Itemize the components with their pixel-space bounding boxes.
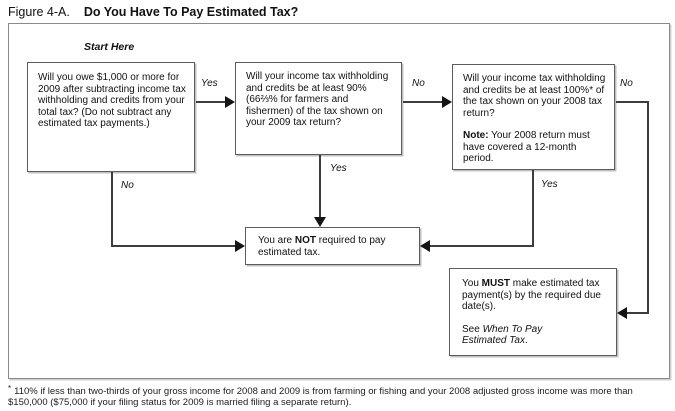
see-pre: See: [462, 323, 483, 335]
question-box-100-percent-note: Note: Your 2008 return must have covered…: [463, 130, 606, 165]
question-box-90-percent-text: Will your income tax withholding and cre…: [246, 71, 389, 128]
connector-box1-no-horizontal: [111, 245, 235, 247]
not-required-emphasis: NOT: [294, 235, 316, 246]
outcome-box-not-required: You are NOT required to pay estimated ta…: [245, 227, 420, 265]
connector-box1-to-box2: [196, 101, 226, 103]
question-box-100-percent: Will your income tax withholding and cre…: [452, 64, 615, 170]
arrowhead-into-mustbox-right: [617, 307, 627, 319]
edge-label-box1-yes: Yes: [201, 78, 218, 89]
figure-number-label: Figure 4-A.: [8, 5, 70, 19]
edge-label-box3-yes: Yes: [541, 179, 558, 190]
see-post: .: [525, 335, 528, 346]
not-required-pre: You are: [258, 235, 295, 246]
footnote-asterisk: *: [8, 384, 12, 393]
connector-box3-yes-horizontal: [430, 245, 534, 247]
outcome-must-pay-text: You MUST make estimated tax payment(s) b…: [462, 278, 608, 313]
connector-box3-no-horizontal-top: [616, 101, 649, 103]
connector-box2-yes-vertical: [319, 155, 321, 218]
must-pay-emphasis: MUST: [481, 278, 510, 289]
question-box-owe-1000: Will you owe $1,000 or more for 2009 aft…: [27, 62, 195, 172]
figure-title-text: Do You Have To Pay Estimated Tax?: [83, 5, 299, 19]
arrowhead-into-box2: [225, 96, 235, 108]
arrowhead-into-notbox-left: [235, 240, 245, 252]
question-box-owe-1000-text: Will you owe $1,000 or more for 2009 aft…: [38, 72, 186, 129]
connector-box3-no-horizontal-bottom: [627, 312, 649, 314]
edge-label-box2-no: No: [412, 78, 425, 89]
note-text: Your 2008 return must have covered a 12-…: [463, 130, 590, 164]
start-here-label: Start Here: [84, 41, 135, 53]
connector-box2-to-box3: [403, 101, 442, 103]
must-pay-pre: You: [462, 278, 482, 289]
connector-box1-no-vertical: [111, 172, 113, 247]
connector-box3-yes-vertical: [532, 170, 534, 247]
footnote-text: 110% if less than two-thirds of your gro…: [8, 386, 633, 408]
edge-label-box1-no: No: [121, 180, 134, 191]
arrowhead-into-box3: [442, 96, 452, 108]
see-reference-title: When To Pay Estimated Tax: [462, 323, 543, 347]
figure-title: Figure 4-A. Do You Have To Pay Estimated …: [8, 5, 298, 19]
arrowhead-into-notbox-right: [420, 240, 430, 252]
arrowhead-into-notbox-top: [314, 217, 326, 227]
not-required-post: required to pay estimated tax.: [258, 235, 386, 258]
outcome-box-must-pay: You MUST make estimated tax payment(s) b…: [449, 268, 617, 356]
question-box-90-percent: Will your income tax withholding and cre…: [235, 62, 402, 155]
note-label: Note:: [463, 130, 489, 141]
outcome-must-pay-see-reference: See When To Pay Estimated Tax.: [462, 324, 562, 347]
edge-label-box2-yes: Yes: [330, 163, 347, 174]
footnote: * 110% if less than two-thirds of your gr…: [8, 383, 670, 408]
connector-box3-no-vertical: [647, 101, 649, 314]
edge-label-box3-no: No: [620, 78, 633, 89]
must-pay-post: make estimated tax payment(s) by the req…: [462, 278, 601, 312]
question-box-100-percent-text: Will your income tax withholding and cre…: [463, 73, 606, 119]
outcome-not-required-text: You are NOT required to pay estimated ta…: [258, 235, 411, 258]
